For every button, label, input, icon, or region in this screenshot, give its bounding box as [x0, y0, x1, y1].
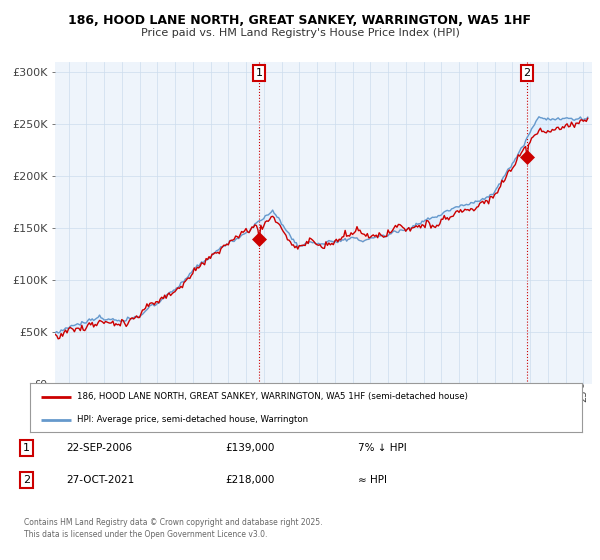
Text: 2: 2 — [523, 68, 530, 78]
Text: £139,000: £139,000 — [225, 443, 274, 453]
Text: 22-SEP-2006: 22-SEP-2006 — [67, 443, 133, 453]
Text: 186, HOOD LANE NORTH, GREAT SANKEY, WARRINGTON, WA5 1HF (semi-detached house): 186, HOOD LANE NORTH, GREAT SANKEY, WARR… — [77, 393, 468, 402]
Text: 2: 2 — [23, 475, 30, 486]
Text: £218,000: £218,000 — [225, 475, 274, 486]
Text: 7% ↓ HPI: 7% ↓ HPI — [358, 443, 406, 453]
Text: ≈ HPI: ≈ HPI — [358, 475, 386, 486]
Text: 186, HOOD LANE NORTH, GREAT SANKEY, WARRINGTON, WA5 1HF: 186, HOOD LANE NORTH, GREAT SANKEY, WARR… — [68, 14, 532, 27]
Text: HPI: Average price, semi-detached house, Warrington: HPI: Average price, semi-detached house,… — [77, 416, 308, 424]
Text: 27-OCT-2021: 27-OCT-2021 — [67, 475, 135, 486]
Text: 1: 1 — [23, 443, 30, 453]
Text: Contains HM Land Registry data © Crown copyright and database right 2025.
This d: Contains HM Land Registry data © Crown c… — [24, 518, 323, 539]
Text: Price paid vs. HM Land Registry's House Price Index (HPI): Price paid vs. HM Land Registry's House … — [140, 28, 460, 38]
Text: 1: 1 — [256, 68, 262, 78]
